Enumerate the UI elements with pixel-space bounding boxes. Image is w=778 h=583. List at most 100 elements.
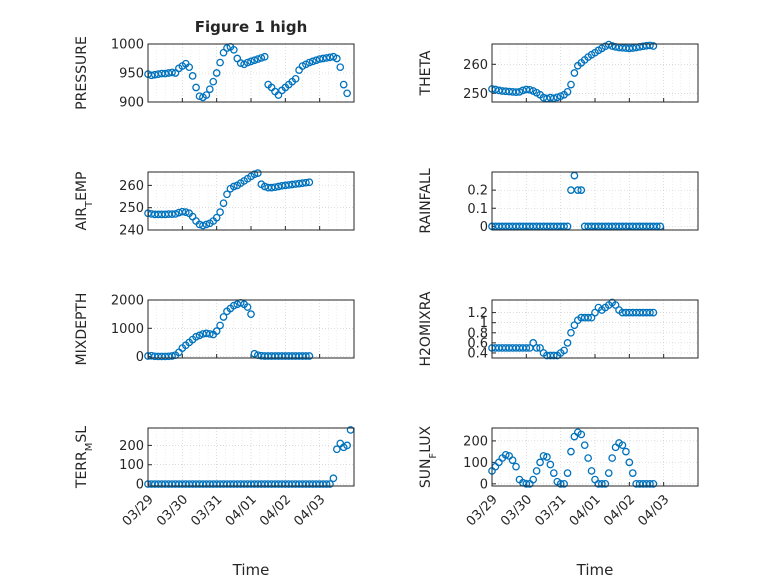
data-point <box>229 301 238 310</box>
data-point <box>171 210 180 218</box>
y-axis-label: MIXDEPTH <box>74 293 90 366</box>
data-point <box>336 63 345 72</box>
data-point <box>646 480 654 488</box>
data-point <box>302 352 310 360</box>
y-tick-label: 260 <box>119 179 144 194</box>
data-point <box>305 58 314 67</box>
data-point <box>532 344 541 352</box>
data-point <box>192 332 200 341</box>
data-point <box>618 441 627 450</box>
data-point <box>604 469 613 477</box>
data-point <box>322 480 331 488</box>
x-tick-label: 03/31 <box>188 492 225 529</box>
data-point <box>188 72 197 80</box>
x-tick-label: 03/31 <box>532 492 569 529</box>
data-point <box>570 321 579 330</box>
y-tick-label: 100 <box>119 458 144 473</box>
data-point <box>291 74 300 83</box>
y-tick-label: 260 <box>463 58 488 73</box>
data-point <box>250 56 259 65</box>
data-point <box>247 310 255 318</box>
data-point <box>501 451 510 459</box>
data-point <box>587 467 596 475</box>
data-point <box>223 44 231 52</box>
axes-box <box>491 171 699 231</box>
y-axis-label: PRESSURE <box>74 36 90 110</box>
data-point <box>570 171 579 180</box>
data-point <box>567 447 575 456</box>
y-tick-label: 0.1 <box>467 202 488 217</box>
data-point <box>649 308 658 317</box>
data-point <box>168 352 176 360</box>
y-tick-label: 2000 <box>111 294 144 309</box>
data-point <box>308 57 317 66</box>
y-tick-label: 1.2 <box>467 306 488 321</box>
y-tick-label: 0 <box>136 350 144 365</box>
data-point <box>512 462 520 471</box>
data-point <box>646 308 654 317</box>
x-tick-label: 03/29 <box>464 492 501 529</box>
data-point <box>305 352 314 360</box>
axes-box <box>147 43 355 103</box>
data-point <box>567 80 575 89</box>
data-point <box>243 303 252 311</box>
data-point <box>649 42 658 50</box>
data-point <box>560 346 568 355</box>
data-point <box>553 93 562 102</box>
data-point <box>339 80 348 89</box>
data-point <box>192 83 200 92</box>
data-point <box>570 432 579 441</box>
data-point <box>563 88 572 96</box>
data-point <box>543 453 551 461</box>
y-tick-label: 900 <box>119 96 144 111</box>
data-point <box>219 313 228 321</box>
data-point <box>168 68 176 77</box>
data-point <box>625 458 634 467</box>
data-point <box>223 190 231 199</box>
data-point <box>305 178 314 187</box>
data-point <box>584 454 592 462</box>
data-point <box>181 208 190 217</box>
data-point <box>611 301 620 309</box>
subplot-rainfall: 0 0.1 0.2 RAINFALL <box>418 168 699 235</box>
x-tick-label: 03/30 <box>498 492 535 529</box>
data-point <box>216 208 224 217</box>
data-point <box>295 66 303 74</box>
data-point <box>525 85 534 94</box>
data-point <box>549 351 558 360</box>
axes-box <box>147 299 355 359</box>
y-tick-label: 0.4 <box>467 346 488 361</box>
data-point <box>549 469 558 477</box>
data-point <box>628 469 637 477</box>
axes-box <box>491 427 699 487</box>
data-point <box>343 89 351 98</box>
data-point <box>604 40 613 49</box>
data-point <box>522 480 531 488</box>
data-point <box>243 58 252 67</box>
data-point <box>556 480 565 488</box>
data-point <box>332 445 341 454</box>
axes-box <box>491 299 699 359</box>
data-point <box>536 344 544 352</box>
x-tick-label: 03/30 <box>154 492 191 529</box>
data-point <box>591 308 599 317</box>
data-point <box>229 45 238 54</box>
y-tick-label: 1000 <box>111 322 144 337</box>
y-axis-label: AIRTEMP <box>74 172 95 231</box>
data-point <box>491 462 500 471</box>
data-point <box>205 85 214 94</box>
data-point <box>577 430 586 439</box>
y-tick-label: 0 <box>480 477 488 492</box>
x-tick-label: 04/01 <box>567 492 604 529</box>
data-point <box>202 220 211 229</box>
data-point <box>212 69 221 77</box>
x-axis-label: Time <box>232 561 270 579</box>
data-point <box>343 441 351 450</box>
chart-title: Figure 1 high <box>195 18 308 36</box>
data-point <box>271 183 279 192</box>
data-point <box>573 186 582 194</box>
subplot-h2omixra: 0.40.60.811.2 H2OMIXRA <box>418 291 699 367</box>
y-tick-label: 250 <box>119 201 144 216</box>
x-tick-label: 03/29 <box>120 492 157 529</box>
y-tick-label: 0.8 <box>467 326 488 341</box>
